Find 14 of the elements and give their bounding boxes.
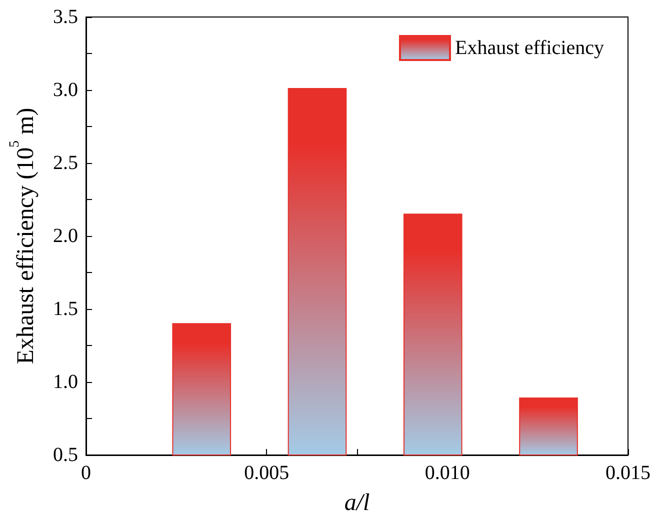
y-tick-label: 2.0 — [53, 225, 78, 247]
y-axis-title: Exhaust efficiency (105 m) — [8, 108, 39, 364]
x-tick-label: 0.005 — [244, 462, 290, 484]
y-tick-label: 1.5 — [53, 298, 78, 320]
y-tick-label: 1.0 — [53, 371, 78, 393]
y-tick-label: 3.5 — [53, 6, 78, 28]
y-tick-label: 3.0 — [53, 79, 78, 101]
x-tick-label: 0.010 — [424, 462, 470, 484]
x-axis-title: a/l — [344, 490, 370, 516]
y-tick-label: 2.5 — [53, 152, 78, 174]
x-tick-label: 0 — [81, 462, 91, 484]
y-tick-label: 0.5 — [53, 444, 78, 466]
legend-label: Exhaust efficiency — [454, 37, 604, 59]
x-tick-label: 0.015 — [606, 462, 650, 484]
